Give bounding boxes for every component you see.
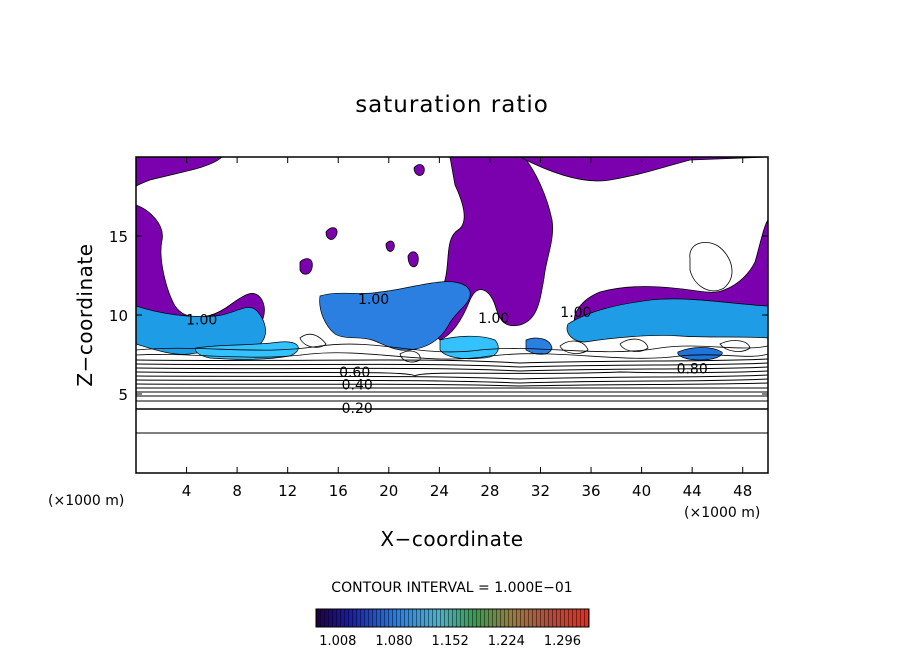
colorbar-tick-label: 1.152	[432, 634, 469, 649]
transition-contours	[136, 333, 768, 363]
colorbar-ticks: 1.008 1.080 1.152 1.224 1.296	[319, 634, 581, 649]
blue-band-rightlow	[677, 347, 723, 361]
purple-blob-3	[407, 251, 419, 268]
contour-line	[136, 366, 768, 372]
x-unit-right: (×1000 m)	[684, 505, 760, 521]
contour-line	[136, 374, 768, 380]
contour-line	[136, 378, 768, 384]
x-tick-label: 8	[232, 482, 242, 500]
y-tick-label: 15	[109, 228, 128, 246]
x-tick-label: 24	[430, 482, 449, 500]
blue-band-center	[319, 281, 471, 351]
contour-label: 1.00	[358, 292, 389, 308]
contour-line	[136, 370, 768, 377]
colorbar: 1.008 1.080 1.152 1.224 1.296	[315, 608, 590, 649]
contour-label: 1.00	[478, 311, 509, 327]
purple-region-topleft	[136, 157, 223, 187]
clear-hole-right	[689, 242, 733, 292]
x-tick-label: 48	[733, 482, 752, 500]
y-tick-label: 5	[118, 386, 128, 404]
y-axis: 5 10 15	[109, 228, 768, 404]
x-axis-title: X−coordinate	[380, 527, 523, 551]
blue-spot	[525, 337, 553, 355]
contour-labels: 0.20 0.400.60 0.80 1.00 1.00 1.00 1.00	[186, 292, 708, 417]
y-axis-title: Z−coordinate	[73, 243, 97, 386]
x-tick-label: 12	[278, 482, 297, 500]
colorbar-tick-label: 1.080	[375, 634, 412, 649]
y-tick-label: 10	[109, 307, 128, 325]
contour-interval-text: CONTOUR INTERVAL = 1.000E−01	[331, 580, 572, 596]
contour-label: 0.80	[677, 362, 708, 378]
x-tick-label: 20	[379, 482, 398, 500]
blue-band-centerlow	[439, 335, 499, 360]
chart-title: saturation ratio	[355, 92, 549, 118]
contour-label: 0.40	[342, 378, 373, 394]
plot-area: 0.20 0.400.60 0.80 1.00 1.00 1.00 1.00	[136, 157, 768, 473]
blue-band	[136, 281, 768, 361]
colorbar-tick-label: 1.008	[319, 634, 356, 649]
colorbar-tick-label: 1.296	[544, 634, 581, 649]
x-tick-label: 40	[632, 482, 651, 500]
blue-band-right	[566, 298, 768, 343]
contour-label: 0.60	[339, 365, 370, 381]
purple-blob-2	[325, 227, 338, 240]
x-tick-label: 4	[182, 482, 192, 500]
contour-label: 1.00	[560, 305, 591, 321]
contour-line	[136, 382, 768, 387]
purple-blob-5	[413, 164, 425, 176]
stratified-contours	[136, 358, 768, 434]
contour-label: 0.20	[342, 401, 373, 417]
contour-line	[136, 358, 768, 364]
contour-label: 1.00	[186, 313, 217, 329]
x-tick-label: 32	[531, 482, 550, 500]
x-axis: 4 8 12 16 20 24 28 32 36 40 44 48	[182, 157, 752, 500]
contour-line	[136, 362, 768, 368]
purple-blob-4	[385, 240, 395, 252]
x-tick-label: 16	[329, 482, 348, 500]
x-tick-label: 44	[683, 482, 702, 500]
colorbar-tick-label: 1.224	[488, 634, 525, 649]
purple-blob-1	[299, 258, 313, 275]
blue-band-left	[136, 305, 266, 355]
x-unit-left: (×1000 m)	[48, 493, 124, 509]
x-tick-label: 28	[480, 482, 499, 500]
x-tick-label: 36	[581, 482, 600, 500]
